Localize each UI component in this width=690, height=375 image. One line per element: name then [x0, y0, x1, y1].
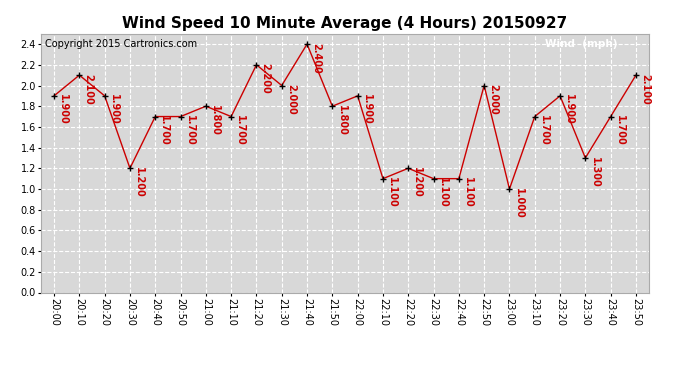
Text: 1.900: 1.900 — [58, 94, 68, 125]
Text: 2.100: 2.100 — [83, 74, 94, 105]
Text: 1.800: 1.800 — [337, 105, 346, 136]
Text: 1.300: 1.300 — [589, 156, 600, 187]
Text: 2.000: 2.000 — [286, 84, 296, 115]
Text: 2.000: 2.000 — [489, 84, 498, 115]
Text: 1.900: 1.900 — [109, 94, 119, 125]
Text: 1.200: 1.200 — [413, 167, 422, 198]
Text: 1.700: 1.700 — [159, 115, 170, 146]
Text: 2.200: 2.200 — [261, 63, 270, 94]
Text: 1.700: 1.700 — [235, 115, 246, 146]
Text: 1.900: 1.900 — [362, 94, 372, 125]
Text: Copyright 2015 Cartronics.com: Copyright 2015 Cartronics.com — [45, 39, 197, 50]
Text: Wind  (mph): Wind (mph) — [545, 39, 618, 49]
Title: Wind Speed 10 Minute Average (4 Hours) 20150927: Wind Speed 10 Minute Average (4 Hours) 2… — [122, 16, 568, 31]
Text: 1.700: 1.700 — [185, 115, 195, 146]
Text: 1.100: 1.100 — [387, 177, 397, 208]
Text: 2.100: 2.100 — [640, 74, 650, 105]
Text: 1.100: 1.100 — [463, 177, 473, 208]
Text: 1.900: 1.900 — [564, 94, 574, 125]
Text: 1.700: 1.700 — [539, 115, 549, 146]
Text: 1.700: 1.700 — [615, 115, 625, 146]
Text: 1.200: 1.200 — [134, 167, 144, 198]
Text: 1.800: 1.800 — [210, 105, 220, 136]
Text: 1.100: 1.100 — [437, 177, 448, 208]
Text: 2.400: 2.400 — [311, 43, 322, 74]
Text: 1.000: 1.000 — [513, 188, 524, 218]
